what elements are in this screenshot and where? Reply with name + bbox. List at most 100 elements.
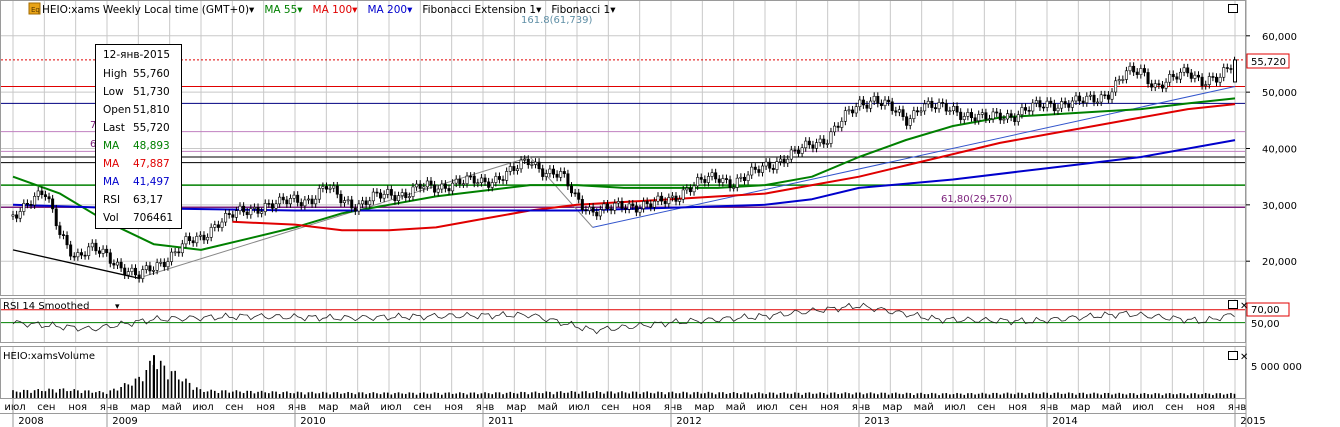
candle-body [231,214,235,218]
candle-body [76,252,80,258]
candle-body [166,261,170,268]
candle-body [101,248,105,254]
volume-bar [354,394,357,398]
candle-body [1121,79,1125,81]
rsi-tick-70: 70,00 [1251,305,1280,316]
candle-body [1150,83,1154,88]
candle-body [451,182,455,192]
volume-bar [743,392,746,398]
volume-bar [858,392,861,398]
chart-legend[interactable]: HEIO:xams Weekly Local time (GMT+0)▾ MA 5… [42,4,616,16]
candle-body [144,265,148,270]
candle-body [984,112,988,120]
volume-bar [232,391,234,398]
candle-body [818,138,822,143]
candle-body [678,198,682,202]
candle-body [901,109,905,118]
candle-body [25,203,29,205]
volume-bar [941,393,944,398]
candle-body [159,261,163,264]
price-series [11,56,1237,283]
price-maximize-icon[interactable] [1228,4,1238,13]
candle-body [47,196,51,200]
volume-bar [851,394,854,398]
volume-bar [177,379,180,398]
volume-bar [797,392,800,398]
candle-body [519,159,523,170]
candle-body [670,195,674,198]
volume-bar [477,394,479,398]
volume-bar [646,391,648,398]
month-label: май [162,402,182,413]
volume-bar [386,392,389,398]
volume-bar [671,391,674,398]
candle-body [1146,72,1150,85]
candle-body [1171,74,1175,78]
volume-bar [675,393,677,398]
volume-bar [213,390,216,398]
month-label: янв [1040,402,1059,413]
candle-body [660,195,664,202]
month-label: сен [601,402,619,413]
rsi-maximize-icon[interactable] [1228,300,1238,309]
volume-bar [422,392,425,398]
candle-body [988,118,992,121]
candle-body [306,198,310,201]
candle-body [951,105,955,111]
candle-body [735,177,739,188]
candle-body [213,224,217,228]
rsi-menu-arrow[interactable]: ▾ [115,302,120,312]
candle-body [602,203,606,210]
info-row-value: 51,730 [133,86,170,98]
candle-body [894,110,898,113]
eq-icon[interactable] [28,2,41,15]
volume-bar [1212,394,1214,398]
candle-body [757,169,761,173]
volume-bar [1125,394,1128,398]
volume-bar [210,389,212,398]
price-tick-label: 20,000 [1262,257,1297,268]
volume-bar [33,390,36,398]
volume-bar [246,390,249,398]
candle-body [833,125,837,133]
candle-body [566,173,570,187]
candle-body [198,234,202,237]
volume-bar [801,394,803,398]
month-label: янв [1228,402,1247,413]
candle-body [1106,94,1110,100]
volume-bar [365,394,367,398]
volume-bar [1075,394,1077,398]
volume-bar [678,393,681,398]
volume-bar [77,390,79,398]
candle-body [1049,100,1053,104]
volume-bar [181,381,184,398]
candle-body [941,102,945,104]
candle-body [152,270,156,272]
candle-body [1103,94,1107,97]
candle-body [1074,95,1078,102]
rsi-close-icon[interactable]: ✕ [1240,301,1248,312]
candle-body [375,191,379,194]
volume-maximize-icon[interactable] [1228,351,1238,360]
volume-bar [722,392,724,398]
volume-series [12,355,1236,398]
volume-close-icon[interactable]: ✕ [1240,352,1248,363]
candle-body [397,195,401,202]
volume-bar [668,392,670,398]
volume-bar [541,393,544,398]
volume-bar [1132,393,1135,398]
volume-bar [981,392,984,398]
volume-bar [383,392,385,398]
candle-body [1193,74,1197,79]
candle-body [595,211,599,217]
volume-bar [102,392,104,398]
volume-bar [1122,393,1124,398]
volume-bar [1129,393,1131,398]
candle-body [83,254,87,257]
volume-bar [923,394,926,398]
candle-body [591,206,595,213]
volume-bar [556,391,558,398]
candle-body [415,183,419,188]
trendline-down [12,249,139,279]
